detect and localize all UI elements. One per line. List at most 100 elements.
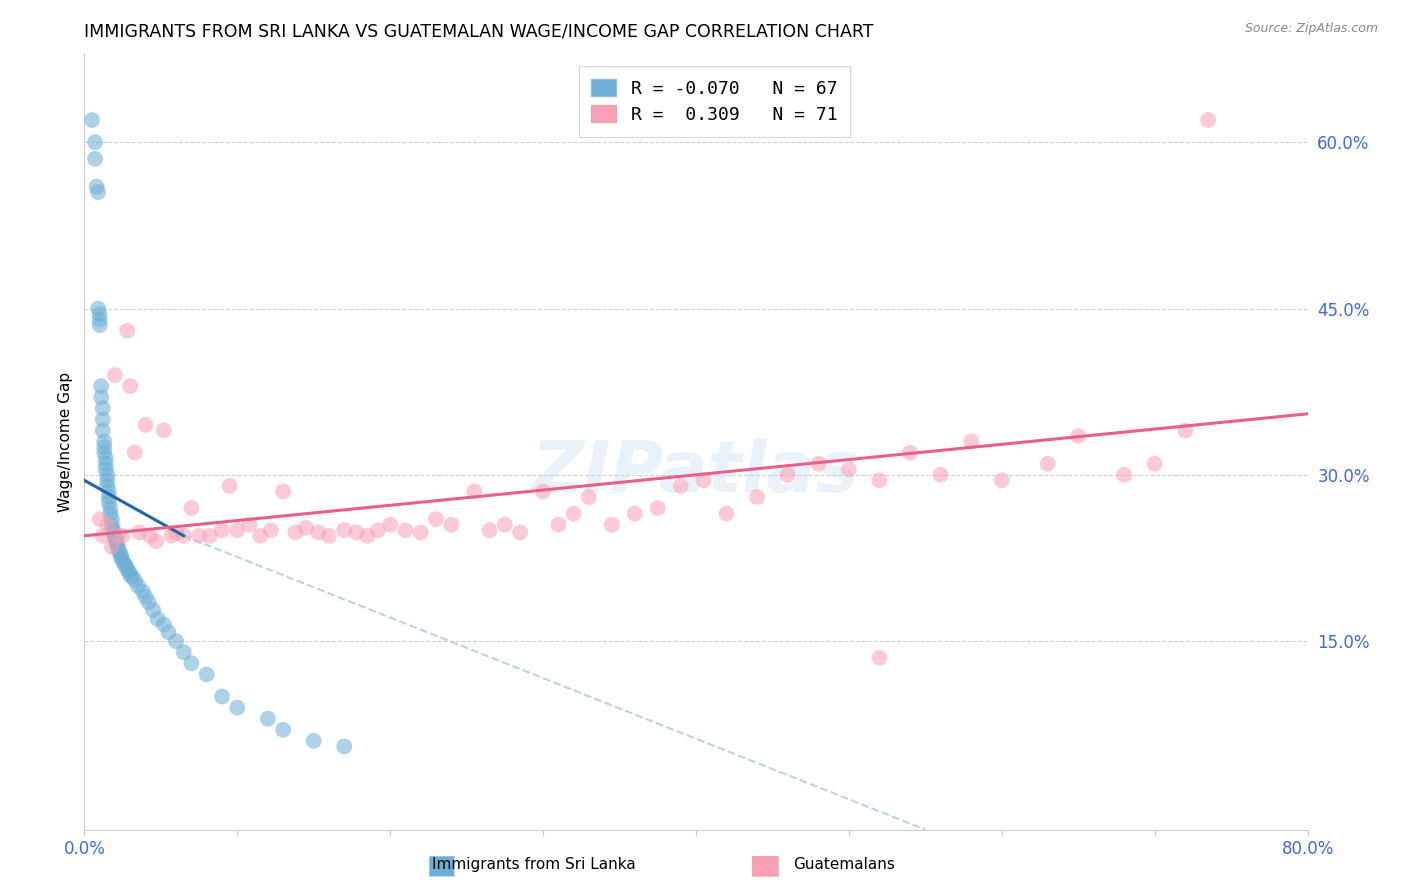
Point [105,536,128,550]
Point [260,523,283,537]
Point [97,490,120,504]
Point [105,534,128,549]
Y-axis label: Wage/Income Gap: Wage/Income Gap [58,371,73,512]
Point [195,667,218,681]
Point [211,690,233,704]
Point [367,523,389,537]
Point [547,517,569,532]
Point [271,723,294,737]
Point [86,179,108,194]
Point [333,739,356,754]
Point [509,525,531,540]
Point [80,113,103,128]
Point [103,525,125,540]
Point [120,567,142,582]
Point [226,700,249,714]
Point [124,573,146,587]
Legend: R = -0.070   N = 67, R =  0.309   N = 71: R = -0.070 N = 67, R = 0.309 N = 71 [578,66,851,136]
Point [107,542,129,557]
Point [93,445,115,459]
Point [647,501,669,516]
Point [284,525,307,540]
Point [107,540,129,554]
Text: Source: ZipAtlas.com: Source: ZipAtlas.com [1244,22,1378,36]
Point [249,529,271,543]
Point [669,479,692,493]
Point [776,467,799,482]
Point [118,564,141,578]
Point [97,495,120,509]
Point [91,529,114,543]
Point [218,479,240,493]
Point [84,152,107,166]
Point [624,507,647,521]
Point [346,525,368,540]
Point [115,562,138,576]
Point [110,551,132,566]
Point [898,445,921,459]
Point [121,570,143,584]
Point [96,517,118,532]
Point [238,517,260,532]
Point [101,512,124,526]
Point [165,525,187,540]
Point [1036,457,1059,471]
Point [440,517,463,532]
Point [111,553,134,567]
Point [157,625,180,640]
Point [494,517,516,532]
Text: Immigrants from Sri Lanka: Immigrants from Sri Lanka [433,857,636,872]
Point [1114,467,1136,482]
Point [838,462,860,476]
Point [94,451,117,466]
Point [211,523,233,537]
Point [138,595,160,609]
Point [108,545,131,559]
Point [91,424,114,438]
Text: IMMIGRANTS FROM SRI LANKA VS GUATEMALAN WAGE/INCOME GAP CORRELATION CHART: IMMIGRANTS FROM SRI LANKA VS GUATEMALAN … [84,23,875,41]
Point [153,617,176,632]
Point [98,501,121,516]
Point [87,301,110,316]
Point [97,484,120,499]
Point [929,467,952,482]
Point [394,523,416,537]
Point [991,473,1014,487]
Point [692,473,714,487]
Point [165,634,187,648]
Point [111,529,134,543]
Point [127,579,149,593]
Point [114,558,136,573]
Point [96,479,118,493]
Point [333,523,356,537]
Point [226,523,249,537]
Point [188,529,211,543]
Point [107,529,129,543]
Point [463,484,485,499]
Point [112,557,135,571]
Point [600,517,623,532]
Point [257,712,280,726]
Point [104,531,127,545]
Point [145,534,167,549]
Point [124,445,146,459]
Point [94,462,117,476]
Text: ZIPatlas: ZIPatlas [533,438,859,507]
Point [87,185,110,199]
Point [747,490,769,504]
Point [380,517,402,532]
Point [409,525,432,540]
Point [115,324,138,338]
Point [173,645,195,659]
Point [91,412,114,426]
Point [96,467,118,482]
Point [93,434,115,449]
Point [128,525,150,540]
Point [96,473,118,487]
Point [180,657,202,671]
Point [146,612,169,626]
Point [1143,457,1166,471]
Point [716,507,738,521]
Point [1067,429,1090,443]
Point [531,484,554,499]
